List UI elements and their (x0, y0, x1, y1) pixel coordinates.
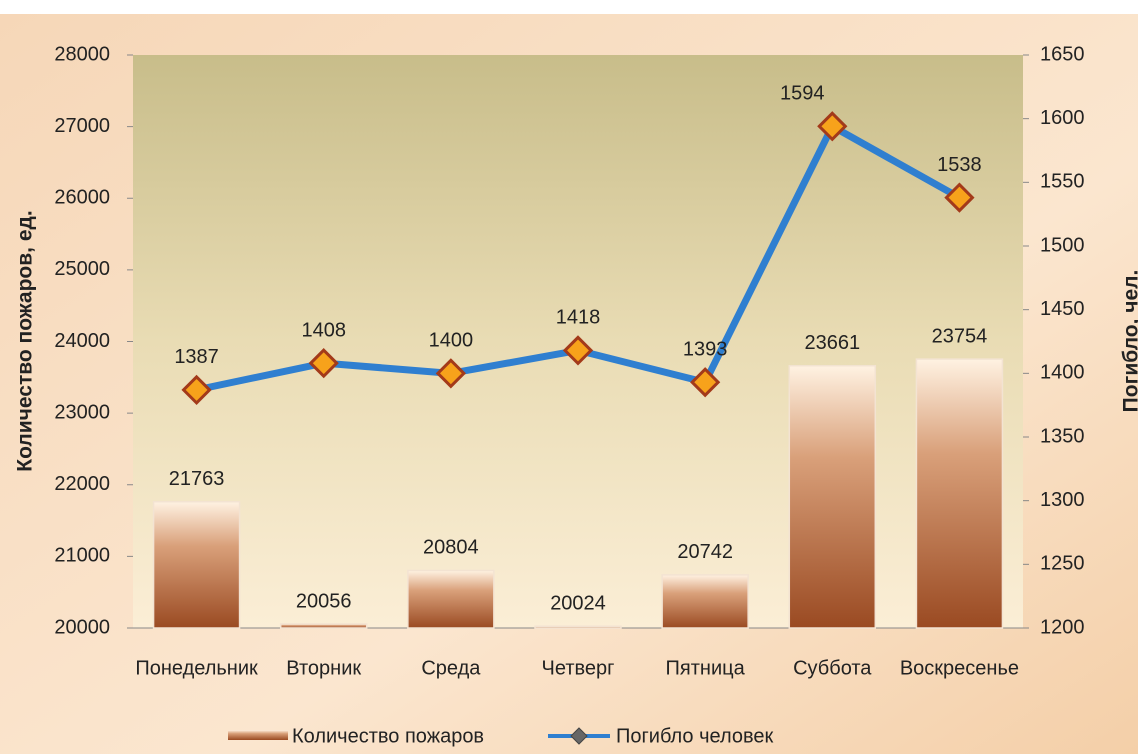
y2-tick-label: 1200 (1040, 616, 1085, 638)
bar-value-label: 20804 (423, 537, 479, 559)
y2-tick-label: 1550 (1040, 171, 1085, 193)
legend-swatch (228, 730, 288, 740)
y2-tick-label: 1400 (1040, 362, 1085, 384)
bar (407, 569, 495, 629)
bar (534, 625, 622, 629)
y2-tick-label: 1250 (1040, 553, 1085, 575)
line-value-label: 1408 (301, 319, 346, 341)
y-axis-title: Количество пожаров, ед. (14, 210, 37, 471)
x-tick-label: Вторник (286, 657, 361, 679)
x-tick-label: Суббота (793, 657, 872, 679)
y-tick-label: 24000 (54, 330, 110, 352)
line-marker (817, 111, 848, 142)
line-value-label: 1538 (937, 154, 982, 176)
line-value-label: 1418 (556, 307, 601, 329)
bar-value-label: 20742 (677, 541, 733, 563)
bar-value-label: 23754 (932, 325, 988, 347)
bar (788, 365, 877, 629)
y2-tick-label: 1600 (1040, 107, 1085, 129)
y2-tick-label: 1300 (1040, 489, 1085, 511)
y-tick-label: 23000 (54, 401, 110, 423)
line-marker (562, 335, 594, 366)
bar-value-label: 21763 (169, 468, 225, 490)
y-tick-label: 26000 (54, 187, 110, 209)
x-tick-label: Четверг (542, 657, 615, 679)
bar (915, 358, 1004, 629)
y-tick-label: 21000 (54, 545, 110, 567)
line-marker (181, 374, 212, 406)
line-marker (308, 348, 339, 379)
y-tick-label: 22000 (54, 473, 110, 495)
legend-label: Погибло человек (616, 725, 774, 747)
bar-value-label: 20056 (296, 590, 352, 612)
line-value-label: 1387 (174, 346, 219, 368)
line-marker (690, 367, 721, 398)
y-tick-label: 27000 (54, 115, 110, 137)
bar (152, 500, 241, 629)
bar (661, 574, 749, 629)
legend-label: Количество пожаров (292, 725, 484, 747)
y2-tick-label: 1500 (1040, 234, 1085, 256)
bar-value-label: 20024 (550, 593, 606, 615)
x-tick-label: Среда (421, 657, 481, 679)
y2-axis-title: Погибло, чел. (1120, 270, 1138, 413)
y-tick-label: 20000 (54, 616, 110, 638)
line-value-label: 1400 (429, 330, 474, 352)
x-tick-label: Пятница (666, 657, 746, 679)
y-tick-label: 25000 (54, 258, 110, 280)
line-marker (435, 358, 466, 389)
legend-marker (570, 727, 588, 745)
x-tick-label: Воскресенье (900, 657, 1019, 679)
y-tick-label: 28000 (54, 43, 110, 65)
y2-tick-label: 1450 (1040, 298, 1085, 320)
line-marker (944, 182, 975, 213)
bar-value-label: 23661 (804, 332, 860, 354)
y2-tick-label: 1650 (1040, 43, 1085, 65)
line-value-label: 1594 (780, 83, 825, 105)
line-value-label: 1393 (683, 339, 728, 361)
y2-tick-label: 1350 (1040, 425, 1085, 447)
bar (279, 623, 368, 629)
x-tick-label: Понедельник (135, 657, 258, 679)
